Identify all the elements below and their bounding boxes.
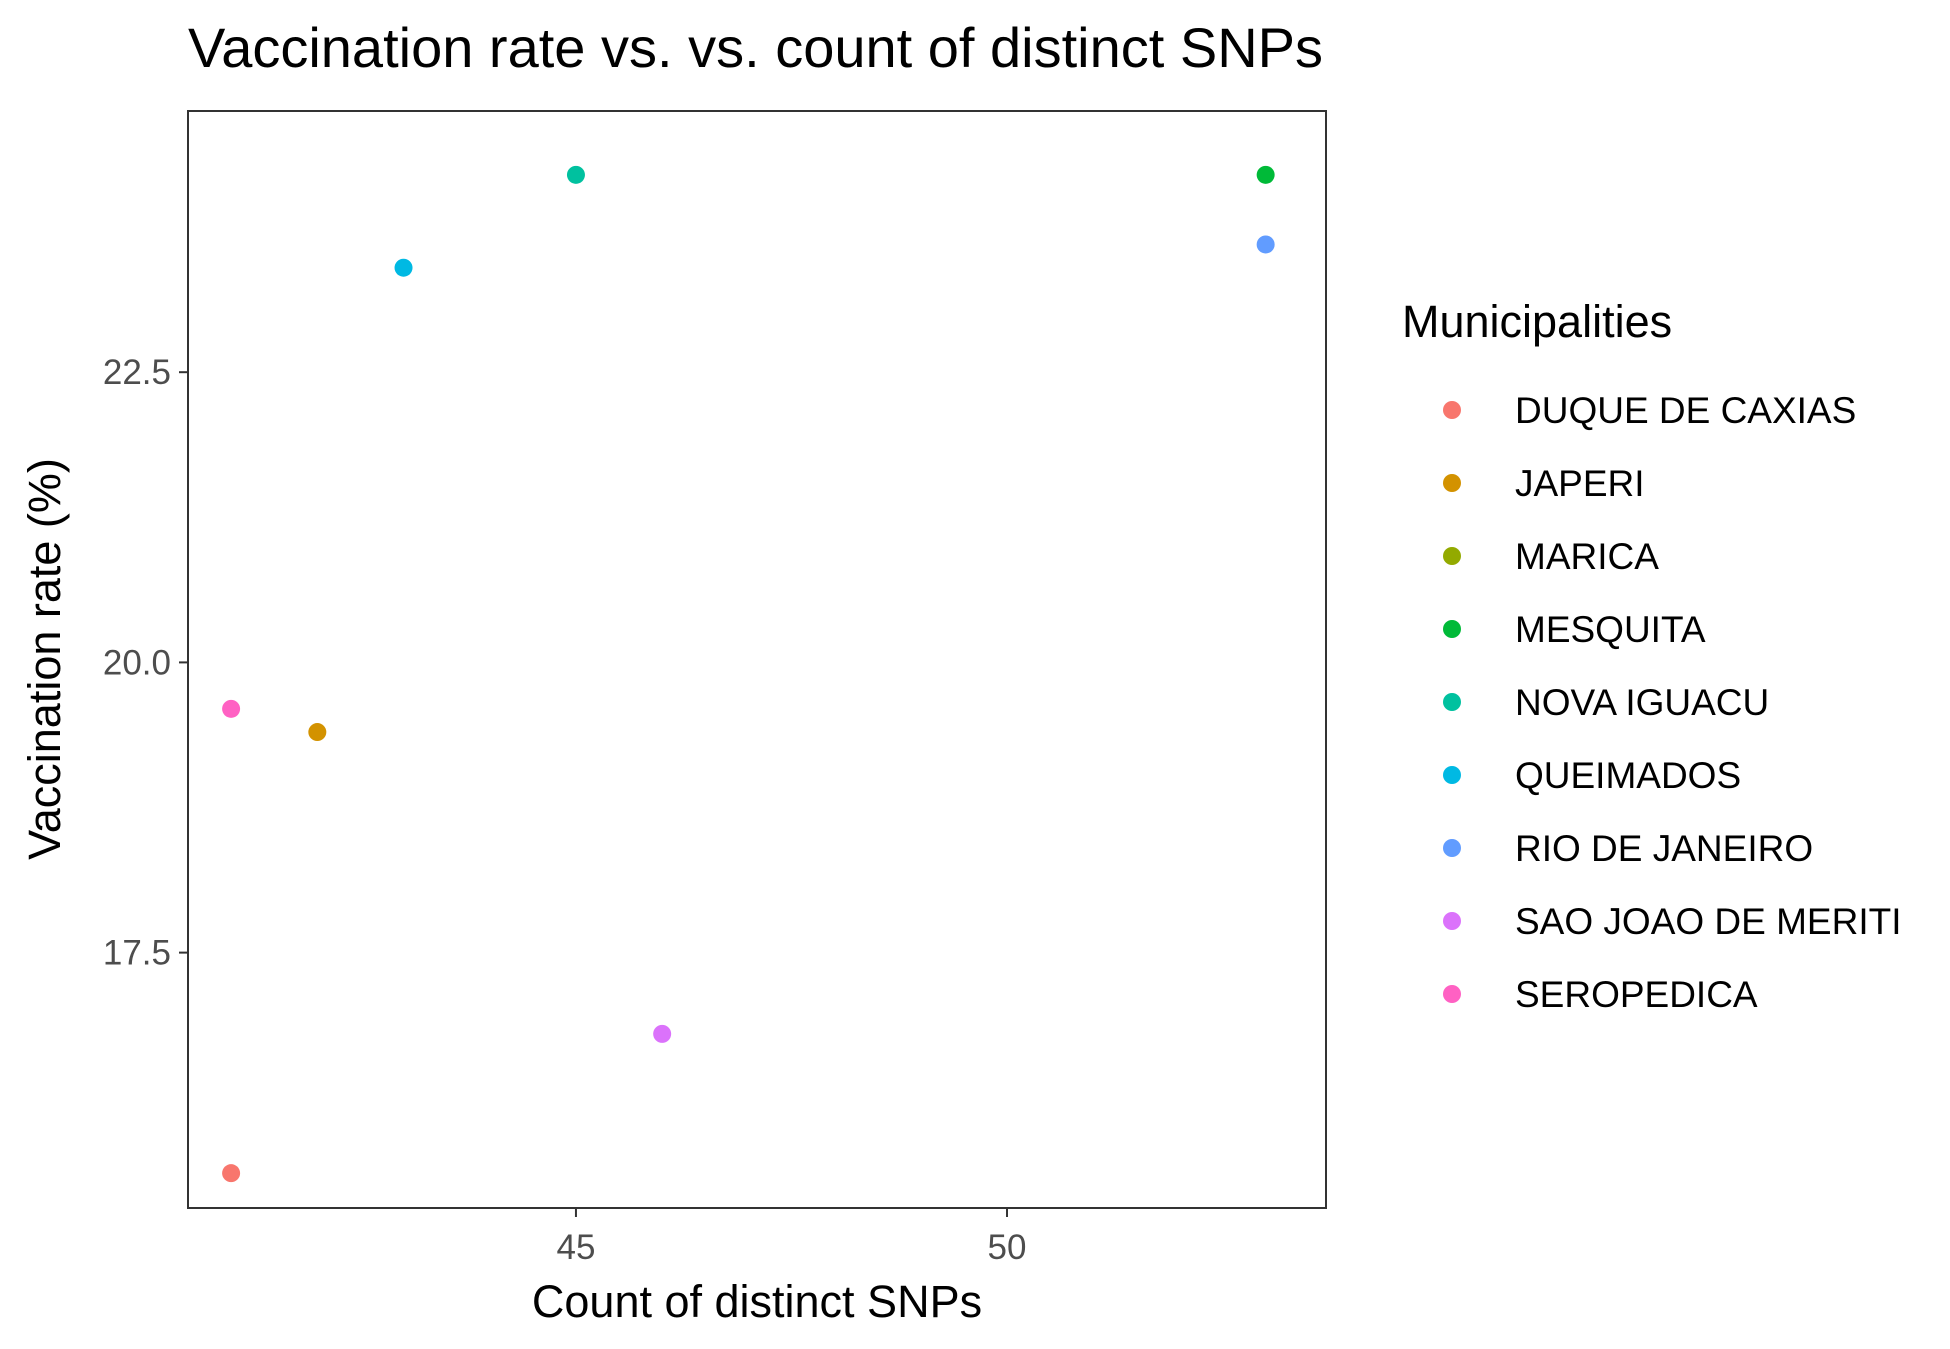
legend-key — [1443, 474, 1461, 492]
legend-label: QUEIMADOS — [1515, 755, 1741, 796]
legend-label: NOVA IGUACU — [1515, 682, 1769, 723]
legend-label: MESQUITA — [1515, 609, 1706, 650]
x-tick-label: 50 — [988, 1228, 1027, 1267]
data-point — [222, 699, 241, 718]
x-axis: 45 50 — [556, 1208, 1026, 1267]
y-tick-label: 20.0 — [103, 643, 171, 682]
legend-key — [1443, 985, 1461, 1003]
y-tick-label: 22.5 — [103, 353, 171, 392]
legend-key — [1443, 912, 1461, 930]
legend-key — [1443, 401, 1461, 419]
legend-key — [1443, 547, 1461, 565]
x-axis-title: Count of distinct SNPs — [532, 1276, 982, 1327]
y-axis: 17.5 20.0 22.5 — [103, 353, 188, 973]
plot-panel — [187, 110, 1327, 1209]
data-point — [1256, 165, 1275, 184]
data-points — [222, 165, 1275, 1183]
data-point — [394, 258, 413, 277]
data-point — [566, 165, 585, 184]
x-tick-label: 45 — [556, 1228, 595, 1267]
y-axis-title: Vaccination rate (%) — [19, 458, 70, 860]
legend: Municipalities DUQUE DE CAXIAS JAPERI MARI… — [1402, 296, 1902, 1015]
legend-key — [1443, 620, 1461, 638]
legend-label: JAPERI — [1515, 463, 1645, 504]
legend-label: RIO DE JANEIRO — [1515, 828, 1813, 869]
data-point — [1256, 235, 1275, 254]
data-point — [308, 723, 327, 742]
legend-key — [1443, 766, 1461, 784]
legend-label: SAO JOAO DE MERITI — [1515, 901, 1902, 942]
legend-key — [1443, 839, 1461, 857]
legend-label: DUQUE DE CAXIAS — [1515, 390, 1856, 431]
legend-key — [1443, 693, 1461, 711]
legend-label: SEROPEDICA — [1515, 974, 1758, 1015]
data-point — [653, 1024, 672, 1043]
y-tick-label: 17.5 — [103, 934, 171, 973]
chart-title: Vaccination rate vs. vs. count of distin… — [188, 16, 1323, 79]
data-point — [222, 1164, 241, 1183]
legend-label: MARICA — [1515, 536, 1659, 577]
legend-title: Municipalities — [1402, 296, 1672, 347]
